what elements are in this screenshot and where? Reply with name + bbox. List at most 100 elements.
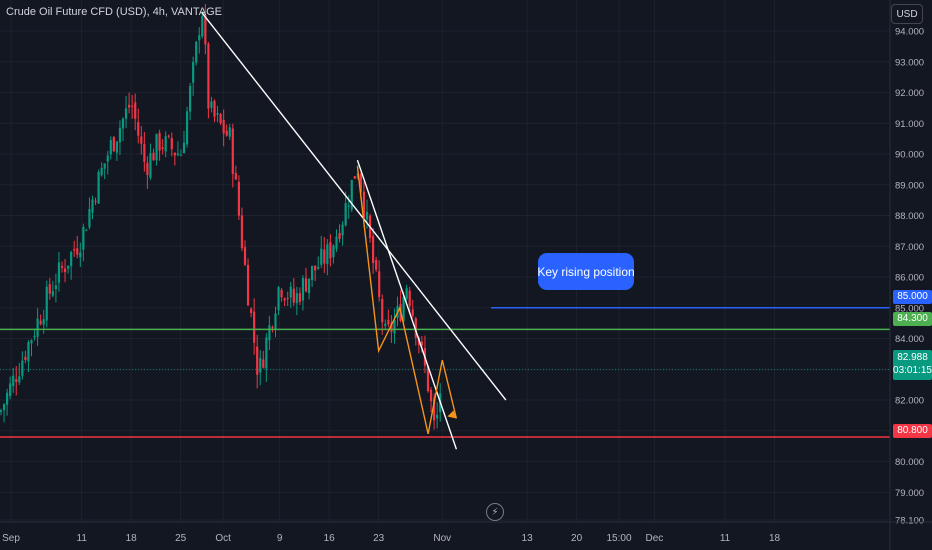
candle-body	[246, 264, 250, 306]
x-tick-label: Nov	[433, 533, 451, 544]
candle-body	[42, 319, 45, 325]
candle-body	[94, 200, 97, 202]
time-axis[interactable]: Sep 11 18 25 Oct 9 16 23 Nov 13 20 15:00 Dec 11 18	[0, 521, 932, 544]
candle-body	[112, 137, 115, 152]
x-tick-label: 18	[769, 533, 781, 544]
lightning-icon[interactable]: ⚡	[486, 503, 504, 521]
trend-lines[interactable]	[201, 12, 507, 450]
bar-countdown: 03:01:15	[893, 365, 932, 376]
candle-body	[79, 252, 82, 258]
candle-body	[362, 191, 366, 218]
x-tick-label: Oct	[215, 533, 231, 544]
candle-body	[408, 290, 411, 307]
candle-body	[237, 181, 240, 216]
x-tick-label: 9	[277, 533, 283, 544]
candle-body	[63, 268, 67, 273]
candle-body	[411, 309, 414, 316]
candle-body	[375, 260, 378, 270]
candle-body	[405, 288, 408, 299]
projection-path[interactable]	[356, 166, 458, 435]
candle-body	[18, 376, 21, 383]
projection-polyline[interactable]	[356, 166, 458, 435]
price-axis[interactable]: 78.10079.00080.00081.00082.00083.00084.0…	[889, 0, 924, 550]
candle-body	[414, 318, 417, 338]
price-tag-red: 80.800	[893, 424, 932, 438]
candle-body	[173, 152, 176, 156]
symbol-title: Crude Oil Future CFD (USD), 4h, VANTAGE	[6, 6, 222, 18]
candle-body	[6, 392, 9, 405]
candle-body	[344, 203, 347, 226]
y-tick-label: 80.000	[895, 457, 924, 468]
y-tick-label: 87.000	[895, 242, 924, 253]
y-tick-label: 84.000	[895, 334, 924, 345]
candle-body	[97, 172, 100, 204]
candle-body	[149, 153, 152, 178]
candle-body	[146, 162, 149, 176]
candle-body	[301, 277, 305, 301]
candle-body	[9, 383, 12, 396]
candle-body	[341, 224, 344, 236]
candle-body	[170, 138, 173, 150]
candle-body	[250, 308, 253, 313]
candle-body	[381, 298, 384, 323]
candle-body	[128, 104, 131, 108]
y-tick-label: 93.000	[895, 57, 924, 68]
candle-body	[353, 176, 356, 179]
candle-body	[243, 247, 247, 265]
candle-body	[70, 251, 73, 267]
candle-body	[286, 297, 289, 299]
candle-body	[274, 313, 277, 330]
candle-body	[131, 105, 134, 107]
currency-button[interactable]: USD	[891, 4, 923, 24]
candle-body	[433, 398, 436, 421]
candlestick-series	[0, 3, 442, 430]
x-tick-label: Sep	[2, 533, 20, 544]
candle-body	[372, 236, 375, 264]
candle-body	[295, 293, 298, 304]
candle-body	[24, 356, 27, 361]
candle-body	[179, 154, 183, 156]
candle-body	[420, 341, 423, 346]
x-tick-label: 23	[373, 533, 385, 544]
candle-body	[33, 336, 36, 338]
candle-body	[2, 404, 6, 411]
chart-grid	[0, 0, 890, 522]
candle-body	[140, 136, 143, 144]
candle-body	[426, 365, 430, 392]
candle-body	[359, 173, 362, 193]
trend-line[interactable]	[201, 12, 507, 401]
candle-body	[48, 284, 51, 294]
candle-body	[326, 244, 329, 265]
candle-body	[390, 322, 393, 332]
price-tag-blue: 85.000	[893, 290, 932, 304]
candle-body	[283, 298, 286, 301]
candle-body	[198, 35, 201, 41]
last-price-tag: 82.988 03:01:15	[893, 350, 932, 380]
candle-body	[167, 135, 170, 137]
key-rising-callout[interactable]: Key rising position	[537, 253, 635, 290]
x-tick-label: 20	[571, 533, 583, 544]
candle-body	[329, 242, 332, 259]
candle-body	[436, 414, 439, 419]
y-tick-label: 88.000	[895, 211, 924, 222]
candle-body	[210, 101, 213, 108]
candle-body	[317, 267, 320, 269]
last-price-value: 82.988	[897, 352, 928, 363]
candle-body	[253, 311, 256, 343]
y-tick-label: 82.000	[895, 396, 924, 407]
candle-body	[182, 142, 186, 154]
y-tick-label: 92.000	[895, 88, 924, 99]
candle-body	[213, 100, 216, 117]
candle-body	[60, 266, 64, 268]
trend-line[interactable]	[356, 159, 458, 450]
candle-body	[12, 375, 15, 387]
candle-body	[195, 41, 198, 63]
candle-body	[27, 342, 30, 362]
candle-body	[207, 43, 210, 109]
candle-body	[304, 278, 308, 292]
candle-body	[45, 286, 48, 321]
candle-body	[387, 320, 390, 325]
candle-body	[219, 114, 222, 124]
candle-body	[228, 127, 231, 137]
